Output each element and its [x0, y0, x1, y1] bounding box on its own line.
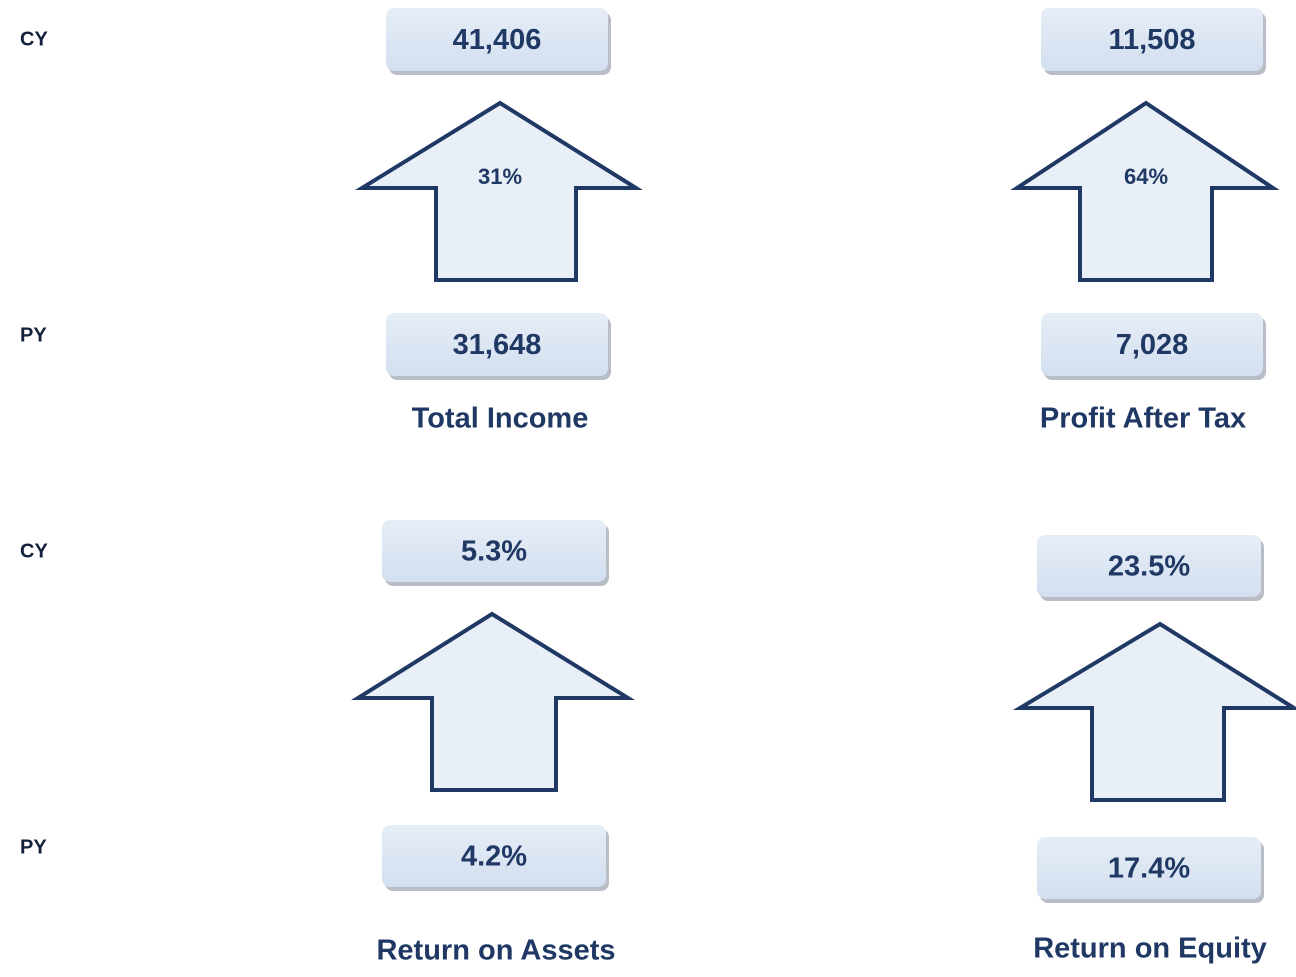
value-text: 41,406	[453, 24, 542, 56]
value-text: 5.3%	[461, 536, 527, 568]
py-label: PY	[20, 836, 47, 858]
up-arrow	[1012, 621, 1296, 802]
change-text: 31%	[478, 164, 522, 189]
value-box	[1037, 535, 1261, 597]
cy-label: CY	[20, 28, 48, 50]
value-box	[386, 8, 608, 71]
value-text: 4.2%	[461, 841, 527, 873]
value-text: 11,508	[1108, 24, 1195, 56]
value-box	[386, 313, 608, 376]
value-box	[382, 520, 606, 582]
up-arrow	[1010, 100, 1280, 282]
value-box	[1037, 837, 1261, 899]
panel-title: Return on Equity	[1033, 933, 1267, 965]
value-text: 17.4%	[1108, 853, 1190, 885]
up-arrow	[351, 611, 636, 792]
cy-label: CY	[20, 540, 48, 562]
value-text: 23.5%	[1108, 551, 1190, 583]
up-arrow	[354, 100, 643, 282]
value-box	[382, 825, 606, 887]
value-text: 7,028	[1116, 329, 1189, 361]
panel-title: Profit After Tax	[1040, 403, 1246, 435]
py-label: PY	[20, 324, 47, 346]
value-text: 31,648	[453, 329, 542, 361]
panel-title: Total Income	[412, 403, 589, 435]
value-box	[1041, 8, 1263, 71]
panel-title: Return on Assets	[376, 935, 615, 967]
value-box	[1041, 313, 1263, 376]
change-text: 64%	[1124, 164, 1168, 189]
